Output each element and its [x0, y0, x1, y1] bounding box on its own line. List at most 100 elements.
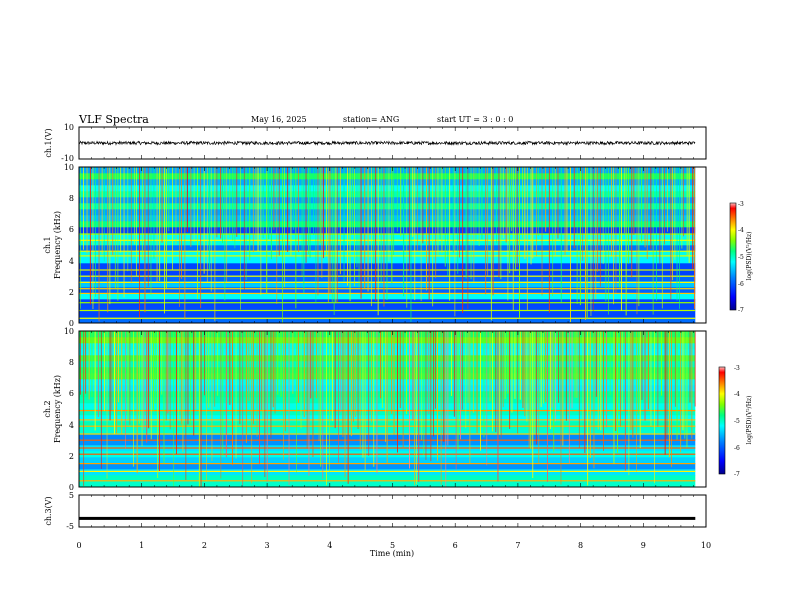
spectrogram-sferic — [86, 167, 88, 254]
spectrogram-sferic — [154, 331, 156, 404]
ch1-colorbar-scale — [730, 203, 736, 310]
spectrogram-sferic — [452, 167, 454, 253]
spectrogram-sferic — [317, 167, 319, 296]
spectrogram-sferic — [234, 167, 236, 249]
spectrogram-sferic — [190, 167, 192, 247]
spectrogram-sferic — [586, 167, 588, 320]
spectrogram-sferic — [380, 167, 382, 283]
spectrogram-sferic — [403, 167, 405, 297]
spectrogram-sferic — [184, 167, 186, 320]
spectrogram-sferic — [638, 331, 639, 414]
spectrogram-sferic — [620, 331, 621, 427]
spectrogram-sferic — [344, 331, 346, 478]
spectrogram-sferic — [606, 331, 607, 428]
spectrogram-sferic — [541, 167, 543, 296]
spectrogram-sferic — [290, 167, 292, 256]
ch1-colorbar-tick-m7: -7 — [738, 307, 744, 314]
spectrogram-sferic — [475, 167, 477, 242]
spectrogram-sferic — [573, 167, 575, 249]
spectrogram-sferic — [425, 331, 427, 460]
spectrogram-sferic — [200, 331, 202, 487]
spectrogram-sferic — [97, 331, 99, 417]
spectrogram-sferic — [414, 167, 416, 301]
spectrogram-sferic — [579, 167, 581, 306]
spectrogram-sferic — [694, 167, 696, 310]
spectrogram-sferic — [266, 167, 268, 294]
spectrogram-sferic — [270, 167, 272, 260]
spectrogram-band — [79, 317, 696, 324]
spectrogram-sferic — [449, 167, 451, 301]
spectrogram-sferic — [198, 331, 200, 487]
spectrogram-sferic — [296, 331, 297, 473]
spectrogram-sferic — [224, 167, 226, 301]
spectrogram-sferic — [278, 167, 280, 256]
spectrogram-sferic — [85, 331, 87, 394]
spectrogram-sferic — [509, 331, 511, 429]
spectrogram-line — [79, 480, 696, 482]
spectrogram-sferic — [674, 331, 676, 407]
spectrogram-sferic — [386, 167, 388, 300]
spectrogram-sferic — [252, 331, 254, 425]
spectrogram-sferic — [229, 331, 231, 405]
ch2-spec-ytick-2: 2 — [69, 452, 74, 461]
spectrogram-sferic — [396, 167, 398, 232]
spectrogram-sferic — [423, 331, 425, 455]
spectrogram-sferic — [197, 167, 198, 300]
spectrogram-sferic — [264, 331, 266, 477]
spectrogram-sferic — [391, 167, 393, 283]
spectrogram-sferic — [639, 331, 641, 449]
spectrogram-sferic — [335, 167, 337, 303]
spectrogram-sferic — [646, 167, 648, 259]
spectrogram-sferic — [243, 167, 245, 290]
ch2-spec-ytick-0: 0 — [69, 483, 74, 492]
spectrogram-sferic — [553, 331, 555, 452]
spectrogram-sferic — [667, 167, 668, 232]
spectrogram-sferic — [393, 167, 395, 255]
spectrogram-sferic — [91, 331, 93, 397]
spectrogram-sferic — [495, 331, 497, 433]
spectrogram-sferic — [683, 167, 684, 237]
spectrogram-sferic — [169, 331, 171, 430]
spectrogram-sferic — [672, 167, 673, 281]
spectrogram-sferic — [242, 331, 244, 486]
spectrogram-sferic — [156, 167, 158, 283]
ch2-spec-ylabel-frequency: Frequency (kHz) — [53, 375, 62, 443]
spectrogram-sferic — [485, 167, 487, 295]
spectrogram-sferic — [187, 331, 189, 425]
spectrogram-sferic — [260, 331, 262, 410]
spectrogram-sferic — [284, 331, 286, 432]
spectrogram-sferic — [114, 167, 116, 289]
spectrogram-sferic — [114, 331, 115, 434]
spectrogram-sferic — [526, 331, 528, 422]
spectrogram-sferic — [444, 167, 446, 267]
spectrogram-sferic — [613, 331, 615, 464]
spectrogram-sferic — [352, 331, 354, 422]
spectrogram-sferic — [351, 167, 353, 234]
spectrogram-sferic — [412, 167, 414, 237]
spectrogram-sferic — [661, 167, 663, 309]
spectrogram-sferic — [245, 331, 247, 443]
spectrogram-sferic — [100, 331, 102, 469]
spectrogram-sferic — [300, 331, 302, 429]
spectrogram-sferic — [564, 167, 566, 255]
spectrogram-sferic — [402, 331, 404, 449]
spectrogram-sferic — [360, 167, 362, 299]
spectrogram-sferic — [576, 167, 578, 304]
spectrogram-sferic — [295, 167, 297, 309]
ch1-spec-ylabel-frequency: Frequency (kHz) — [53, 211, 62, 279]
spectrogram-sferic — [497, 331, 499, 482]
spectrogram-sferic — [306, 331, 308, 449]
spectrogram-sferic — [576, 331, 578, 398]
spectrogram-sferic — [80, 331, 81, 395]
spectrogram-sferic — [459, 167, 460, 258]
spectrogram-sferic — [129, 331, 131, 425]
spectrogram-sferic — [682, 331, 684, 431]
spectrogram-sferic — [141, 167, 143, 261]
spectrogram-sferic — [547, 331, 548, 482]
spectrogram-sferic — [549, 331, 551, 430]
spectrogram-sferic — [257, 167, 259, 252]
spectrogram-sferic — [245, 167, 247, 280]
spectrogram-sferic — [439, 167, 441, 240]
spectrogram-sferic — [331, 331, 333, 422]
spectrogram-sferic — [168, 167, 170, 232]
